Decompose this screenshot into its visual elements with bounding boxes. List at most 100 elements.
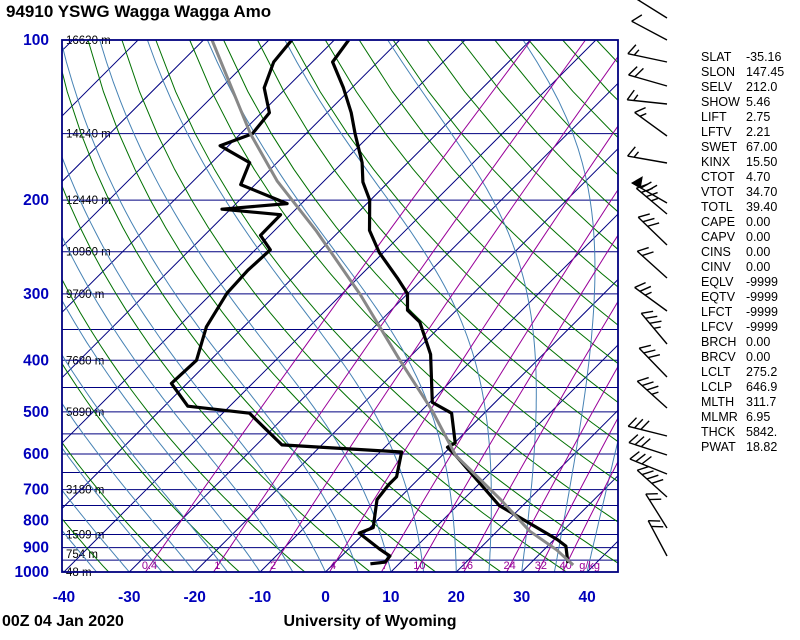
index-value: -9999 [746, 290, 778, 304]
index-row: LFTV 2.21 [701, 125, 784, 140]
indices-panel: SLAT -35.16 SLON 147.45 SELV 212.0 SHOW 5.46 LIF… [701, 50, 784, 455]
index-value: 34.70 [746, 185, 778, 199]
index-value: 147.45 [746, 65, 785, 79]
height-label: 10960 m [66, 247, 111, 259]
pressure-tick-label: 800 [23, 512, 49, 529]
index-label: TOTL [701, 200, 733, 214]
temperature-tick-label: -20 [183, 589, 205, 606]
index-label: MLMR [701, 410, 738, 424]
index-label: EQLV [701, 275, 734, 289]
index-row: LCLT 275.2 [701, 365, 784, 380]
wind-barb [627, 417, 668, 437]
index-label: LCLP [701, 380, 733, 394]
mixing-ratio-label: 32 [535, 560, 547, 572]
index-value: 0.00 [746, 215, 771, 229]
footer-date: 00Z 04 Jan 2020 [2, 613, 124, 630]
index-value: 67.00 [746, 140, 778, 154]
wind-barb [637, 213, 668, 246]
wind-barb [628, 66, 668, 87]
mixing-ratio-label: 10 [413, 560, 425, 572]
mixing-ratio-unit: g/kg [579, 560, 600, 572]
sounding-traces [169, 40, 575, 567]
index-label: MLTH [701, 395, 735, 409]
wind-barb [636, 246, 668, 279]
mixing-ratio-label: 2 [270, 560, 276, 572]
temperature-tick-label: 40 [578, 589, 595, 606]
temperature-trace [331, 40, 570, 564]
index-row: SWET 67.00 [701, 140, 784, 155]
index-label: LIFT [701, 110, 727, 124]
index-label: LFCV [701, 320, 733, 334]
index-row: LIFT 2.75 [701, 110, 784, 125]
wind-barb [626, 89, 668, 105]
index-label: THCK [701, 425, 736, 439]
index-row: KINX 15.50 [701, 155, 784, 170]
index-label: CAPV [701, 230, 736, 244]
wind-barb [645, 492, 668, 529]
index-row: THCK 5842. [701, 425, 784, 440]
index-row: EQTV -9999 [701, 290, 784, 305]
index-label: PWAT [701, 440, 736, 454]
height-label: 3180 m [66, 485, 104, 497]
index-row: MLTH 311.7 [701, 395, 784, 410]
height-label: 14240 m [66, 129, 111, 141]
index-row: CAPE 0.00 [701, 215, 784, 230]
temperature-tick-label: -30 [118, 589, 140, 606]
wind-barb [636, 376, 668, 409]
index-value: 212.0 [746, 80, 778, 94]
height-label: 12440 m [66, 195, 111, 207]
index-value: 39.40 [746, 200, 778, 214]
index-value: 0.00 [746, 335, 771, 349]
index-value: -9999 [746, 320, 778, 334]
dewpoint-trace [169, 40, 404, 566]
index-value: 646.9 [746, 380, 778, 394]
index-row: LCLP 646.9 [701, 380, 784, 395]
wind-barb [640, 310, 668, 345]
pressure-tick-label: 600 [23, 446, 49, 463]
mixing-ratio-label: 16 [461, 560, 473, 572]
index-label: CINS [701, 245, 731, 259]
index-value: 2.75 [746, 110, 771, 124]
index-value: 0.00 [746, 260, 771, 274]
index-label: KINX [701, 155, 731, 169]
height-label: 1509 m [66, 529, 104, 541]
index-label: SLON [701, 65, 736, 79]
index-label: BRCH [701, 335, 737, 349]
index-row: VTOT 34.70 [701, 185, 784, 200]
footer-source: University of Wyoming [283, 613, 457, 630]
index-value: 5.46 [746, 95, 771, 109]
index-value: 15.50 [746, 155, 778, 169]
mixing-ratio-label: 4 [330, 560, 336, 572]
index-row: SHOW 5.46 [701, 95, 784, 110]
index-row: LFCT -9999 [701, 305, 784, 320]
index-row: CINV 0.00 [701, 260, 784, 275]
index-value: 0.00 [746, 245, 771, 259]
index-label: SWET [701, 140, 738, 154]
index-row: SLON 147.45 [701, 65, 784, 80]
pressure-tick-label: 900 [23, 540, 49, 557]
index-value: -9999 [746, 275, 778, 289]
index-row: SELV 212.0 [701, 80, 784, 95]
index-label: LCLT [701, 365, 731, 379]
index-label: EQTV [701, 290, 736, 304]
index-value: 18.82 [746, 440, 778, 454]
index-label: CINV [701, 260, 731, 274]
wind-barb [634, 281, 668, 312]
temperature-tick-label: 10 [382, 589, 399, 606]
parcel-trace [210, 40, 575, 567]
index-row: LFCV -9999 [701, 320, 784, 335]
pressure-tick-label: 700 [23, 482, 49, 499]
wind-barb [628, 434, 668, 456]
index-value: 0.00 [746, 350, 771, 364]
pressure-tick-label: 100 [23, 32, 49, 49]
height-label: 9700 m [66, 289, 104, 301]
temperature-tick-label: 30 [513, 589, 530, 606]
index-value: 6.95 [746, 410, 771, 424]
height-label: 48 m [66, 567, 92, 579]
wind-barb [631, 14, 668, 41]
mixing-ratio-labels: 0.4 1 2 4 7 10 16 24 32 40 g/kg [142, 560, 600, 572]
wind-barb-column [626, 0, 668, 557]
index-row: CINS 0.00 [701, 245, 784, 260]
